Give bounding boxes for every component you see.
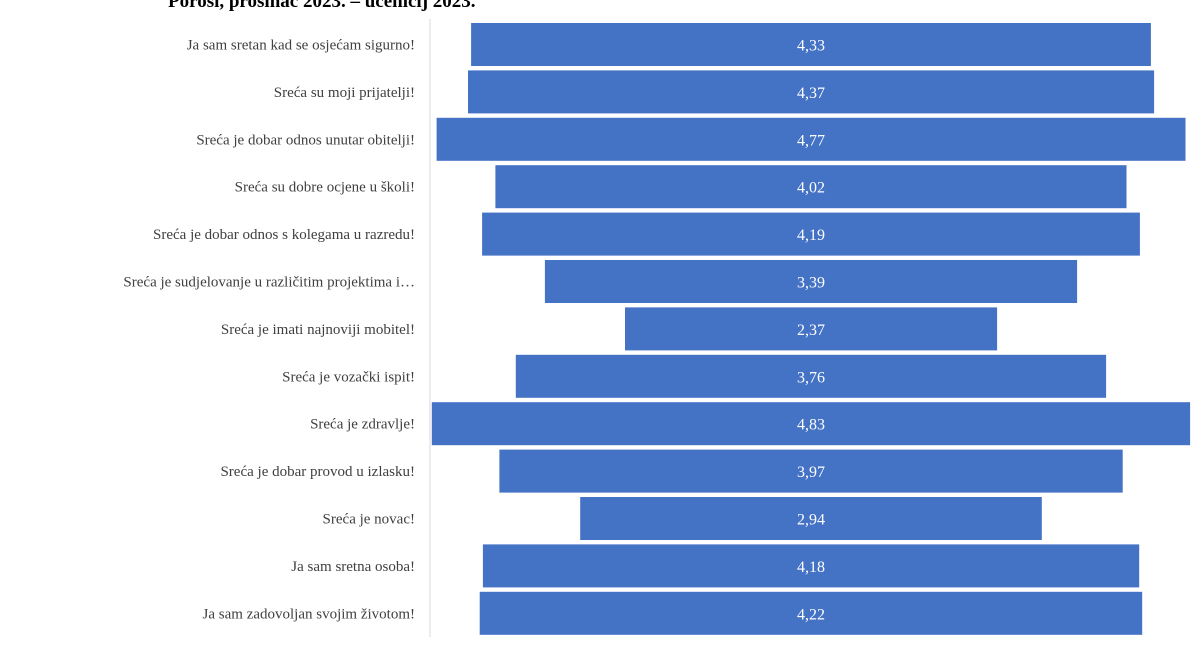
bars-group [431, 23, 1191, 635]
category-label: Ja sam zadovoljan svojim životom! [203, 606, 415, 622]
bar-value-label: 4,18 [797, 559, 825, 576]
category-labels-group: Ja sam sretan kad se osjećam sigurno! Sre… [123, 38, 415, 623]
bar [580, 497, 1042, 540]
value-labels-group: 4,33 4,37 4,77 4,02 4,19 3,39 2,37 3,76 4,83 3,97… [797, 38, 825, 624]
bar [468, 70, 1155, 114]
category-label: Sreća je dobar odnos unutar obitelji! [196, 132, 415, 148]
bar-value-label: 2,37 [797, 322, 825, 339]
category-label: Ja sam sretna osoba! [291, 559, 415, 575]
bar-value-label: 3,76 [797, 369, 825, 386]
bar-value-label: 2,94 [797, 512, 825, 529]
bar-value-label: 4,02 [797, 180, 825, 197]
category-label: Sreća je zdravlje! [310, 417, 415, 433]
category-label: Sreća je vozački ispit! [282, 369, 415, 385]
bar [515, 354, 1107, 398]
category-label: Sreća je novac! [323, 512, 415, 528]
category-label: Sreća je sudjelovanje u različitim proje… [123, 275, 415, 291]
bar-value-label: 4,33 [797, 38, 825, 55]
bar-value-label: 4,37 [797, 85, 825, 102]
bar-value-label: 4,83 [797, 417, 825, 434]
category-label: Sreća su moji prijatelji! [274, 85, 415, 101]
bar [436, 117, 1186, 161]
bar [495, 165, 1127, 209]
bar-value-label: 4,77 [797, 132, 825, 149]
bar-value-label: 4,22 [797, 606, 825, 623]
bar [479, 591, 1143, 635]
bar-value-label: 3,39 [797, 275, 825, 292]
category-label: Sreća su dobre ocjene u školi! [235, 180, 415, 196]
bar [625, 307, 998, 351]
bar [544, 260, 1078, 303]
category-label: Sreća je dobar provod u izlasku! [220, 464, 415, 480]
bar [482, 212, 1140, 256]
bar [471, 23, 1151, 66]
bar-value-label: 4,19 [797, 227, 825, 244]
category-label: Sreća je imati najnoviji mobitel! [221, 322, 415, 338]
category-label: Sreća je dobar odnos s kolegama u razred… [153, 227, 415, 243]
chart-title: Porosi, prosinac 2023. – učenicij 2023. [168, 0, 476, 12]
bar [482, 544, 1140, 588]
category-label: Ja sam sretan kad se osjećam sigurno! [187, 38, 415, 54]
bar [499, 449, 1123, 493]
bar [431, 402, 1191, 446]
bar-value-label: 3,97 [797, 464, 825, 481]
